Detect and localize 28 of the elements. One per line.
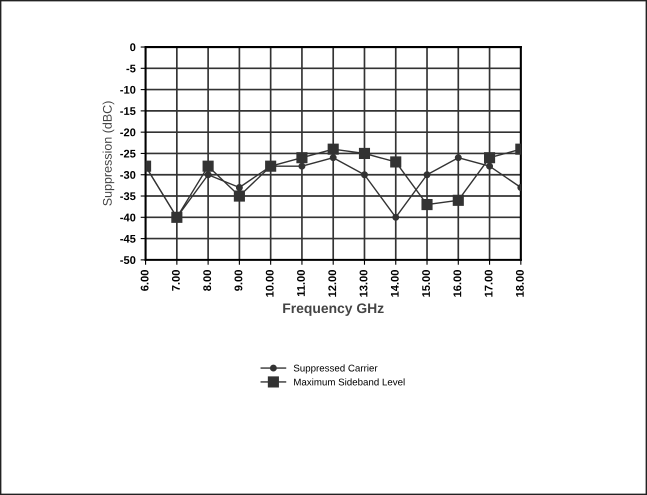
x-tick-label: 16.00 (453, 270, 462, 297)
x-axis-title: Frequency GHz (283, 303, 384, 316)
y-tick-label: -15 (120, 107, 136, 116)
y-tick-label: -10 (120, 86, 136, 94)
legend-label: Suppressed Carrier (294, 364, 378, 374)
x-tick-label: 11.00 (297, 270, 305, 296)
y-tick-label: -40 (120, 214, 136, 222)
x-tick-label: 8.00 (203, 270, 212, 291)
y-tick-label: -30 (120, 171, 136, 179)
x-tick-label: 18.00 (516, 270, 524, 297)
y-tick-label: -35 (120, 192, 136, 200)
x-tick-label: 13.00 (360, 270, 368, 297)
y-tick-label: -50 (120, 256, 136, 264)
x-tick-label: 12.00 (328, 270, 336, 297)
y-tick-label: -25 (120, 150, 136, 158)
x-tick-label: 6.00 (140, 270, 149, 291)
y-tick-label: -20 (120, 128, 136, 136)
x-tick-label: 9.00 (234, 270, 242, 291)
x-tick-label: 15.00 (422, 270, 430, 297)
y-axis-title: Suppression (dBC) (102, 101, 114, 206)
x-tick-label: 10.00 (266, 270, 274, 297)
x-tick-label: 14.00 (390, 270, 399, 297)
x-tick-label: 17.00 (484, 270, 493, 297)
y-tick-label: -45 (120, 234, 136, 243)
y-tick-label: -5 (126, 64, 136, 72)
legend-label: Maximum Sideband Level (294, 378, 405, 386)
x-tick-label: 7.00 (172, 270, 180, 291)
y-tick-label: 0 (130, 43, 136, 52)
